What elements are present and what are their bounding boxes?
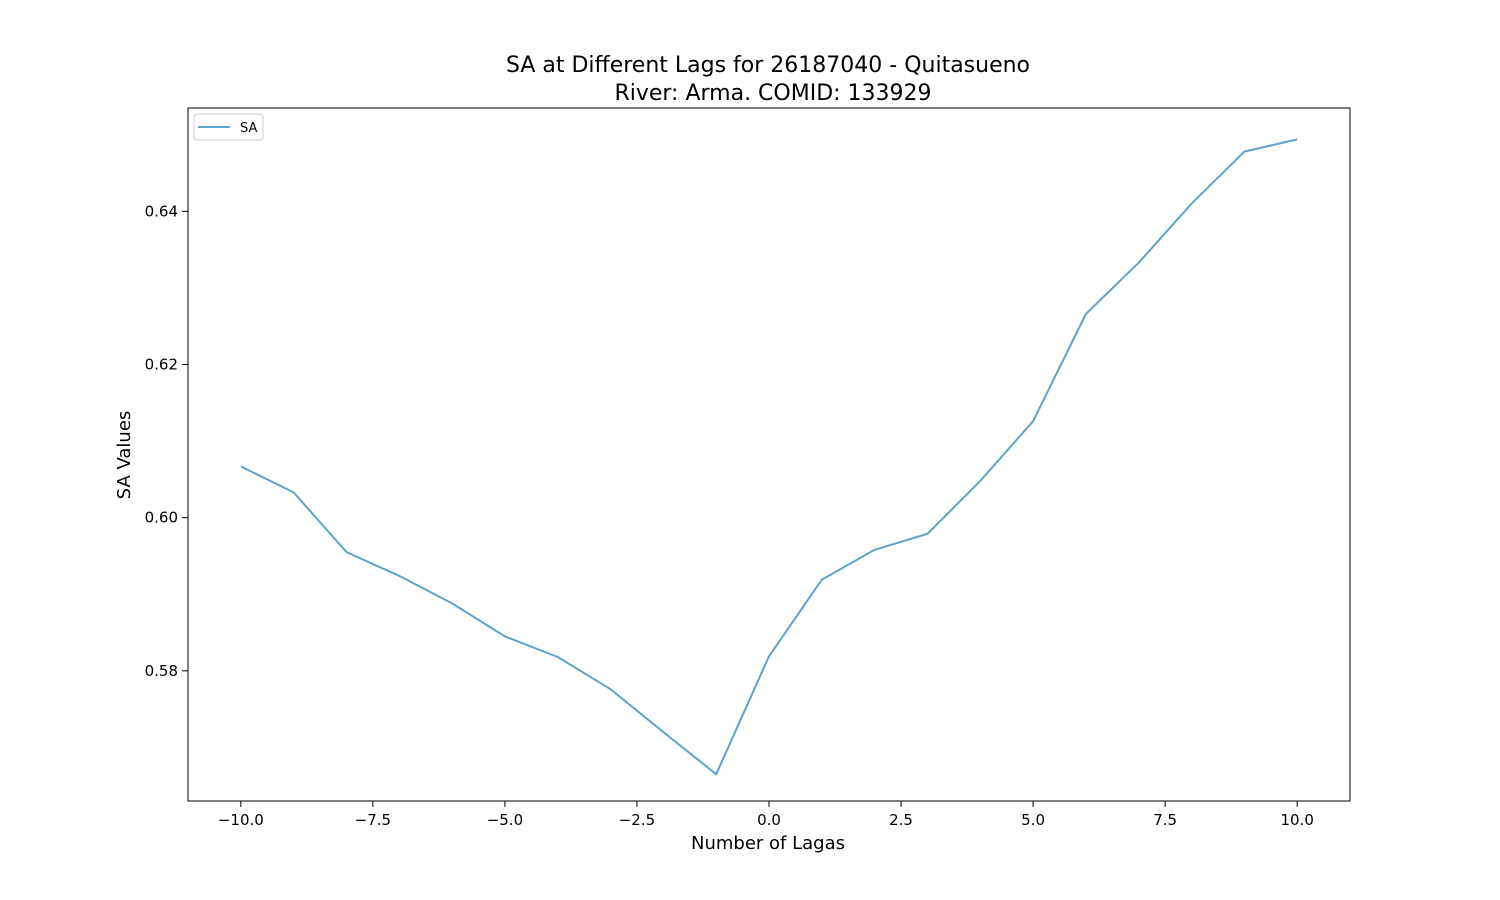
y-tick-label: 0.58 (145, 662, 178, 680)
axis-ticks: −10.0 −7.5 −5.0 −2.5 0.0 2.5 5.0 7.5 10.0 0.58 0.6… (145, 202, 1314, 829)
chart-title-line-1: SA at Different Lags for 26187040 - Quit… (506, 53, 1030, 78)
x-tick-label: 2.5 (889, 811, 913, 829)
x-tick-label: −10.0 (218, 811, 264, 829)
x-tick-label: 0.0 (757, 811, 781, 829)
legend: SA (193, 113, 264, 141)
y-axis-label: SA Values (114, 411, 135, 500)
legend-label-sa: SA (240, 121, 257, 136)
y-tick-label: 0.64 (145, 202, 178, 220)
plot-frame (187, 107, 1351, 802)
x-tick-label: −5.0 (487, 811, 523, 829)
x-tick-label: −7.5 (355, 811, 391, 829)
x-axis-label: Number of Lagas (691, 833, 845, 854)
x-tick-label: −2.5 (619, 811, 655, 829)
x-tick-label: 5.0 (1021, 811, 1045, 829)
chart-title-line-2: River: Arma. COMID: 133929 (614, 81, 931, 106)
x-tick-label: 10.0 (1280, 811, 1313, 829)
x-tick-label: 7.5 (1153, 811, 1177, 829)
y-tick-label: 0.60 (145, 509, 178, 527)
y-tick-label: 0.62 (145, 356, 178, 374)
plot-area (240, 138, 1298, 776)
series-line-sa (240, 138, 1298, 776)
